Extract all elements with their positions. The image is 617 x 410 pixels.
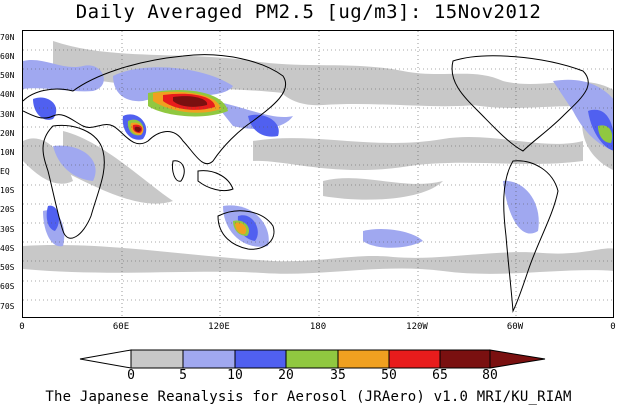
lon-label: 60E — [112, 322, 130, 332]
map-canvas — [23, 31, 613, 317]
lon-label: 120E — [208, 322, 230, 332]
colorbar-segment — [234, 349, 287, 369]
colorbar-segment — [182, 349, 236, 369]
colorbar-label: 20 — [278, 368, 294, 383]
colorbar-label: 65 — [432, 368, 448, 383]
pm25-band-80-plus — [134, 96, 208, 132]
lon-label: 0 — [19, 322, 25, 332]
lat-label: EQ — [0, 167, 10, 176]
lon-label: 120W — [406, 322, 428, 332]
colorbar-segment — [439, 349, 491, 369]
lon-label: 180 — [309, 322, 327, 332]
colorbar-label: 35 — [330, 368, 346, 383]
lat-label: 40N — [0, 90, 15, 99]
lat-label: 60N — [0, 52, 15, 61]
lon-label: 0 — [610, 322, 616, 332]
lat-label: 20N — [0, 129, 15, 138]
pm25-map — [22, 30, 614, 318]
colorbar-segment — [388, 349, 441, 369]
credit-line: The Japanese Reanalysis for Aerosol (JRA… — [45, 389, 572, 405]
lat-label: 30S — [0, 225, 15, 234]
lat-label: 70N — [0, 33, 15, 42]
coastlines — [23, 54, 589, 313]
lat-label: 30N — [0, 110, 15, 119]
lat-label: 10S — [0, 186, 15, 195]
colorbar-segment — [489, 349, 546, 369]
pm25-band-5-10 — [23, 41, 613, 274]
lat-label: 50N — [0, 71, 15, 80]
lat-label: 70S — [0, 302, 15, 311]
colorbar-label: 5 — [179, 368, 187, 383]
colorbar-segment — [337, 349, 390, 369]
colorbar-label: 80 — [482, 368, 498, 383]
colorbar-label: 10 — [227, 368, 243, 383]
lat-label: 40S — [0, 244, 15, 253]
colorbar-segment — [79, 349, 132, 369]
colorbar-segment — [285, 349, 339, 369]
lat-label: 60S — [0, 282, 15, 291]
map-title: Daily Averaged PM2.5 [ug/m3]: 15Nov2012 — [75, 1, 542, 23]
colorbar-segment — [130, 349, 184, 369]
lon-label: 60W — [506, 322, 524, 332]
colorbar-label: 50 — [381, 368, 397, 383]
lat-label: 50S — [0, 263, 15, 272]
lat-label: 20S — [0, 205, 15, 214]
lat-label: 10N — [0, 148, 15, 157]
colorbar-label: 0 — [127, 368, 135, 383]
